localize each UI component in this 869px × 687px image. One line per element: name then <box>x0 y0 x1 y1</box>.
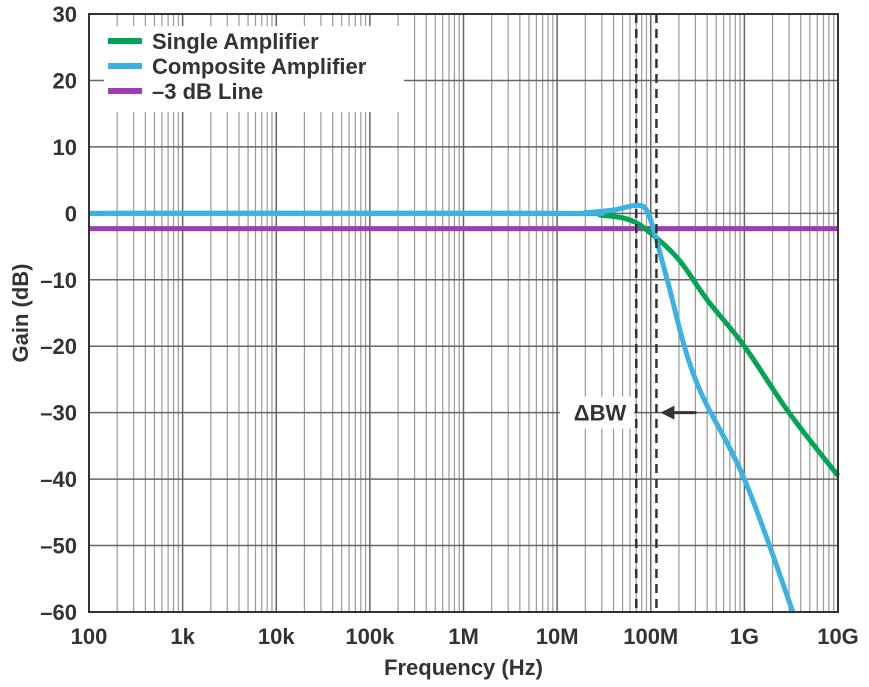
x-tick-label: 1M <box>448 624 479 649</box>
marker-layer <box>634 14 658 612</box>
x-tick-label: 100M <box>623 624 678 649</box>
annotation-background <box>560 396 634 429</box>
legend-label: Single Amplifier <box>152 29 319 54</box>
series-layer <box>88 202 840 613</box>
legend-label: Composite Amplifier <box>152 54 367 79</box>
y-tick-label: 20 <box>53 68 77 93</box>
y-tick-label: 10 <box>53 135 77 160</box>
x-tick-label: 10k <box>258 624 295 649</box>
x-tick-label: 10G <box>817 624 859 649</box>
annotation-layer: ΔBW <box>560 396 697 429</box>
y-tick-label: 0 <box>65 201 77 226</box>
y-tick-label: –10 <box>40 268 77 293</box>
series-line-composite-amplifier <box>88 202 796 613</box>
y-axis-title: Gain (dB) <box>8 264 33 363</box>
x-tick-label: 10M <box>536 624 579 649</box>
x-tick-label: 1k <box>170 624 195 649</box>
x-tick-label: 1G <box>730 624 759 649</box>
y-tick-label: –30 <box>40 401 77 426</box>
legend-label: –3 dB Line <box>152 79 263 104</box>
x-tick-label: 100 <box>71 624 108 649</box>
legend-box <box>104 26 404 112</box>
y-tick-label: 30 <box>53 2 77 27</box>
y-tick-labels: 30 20 10 0 –10 –20 –30 –40 –50 –60 <box>40 2 77 625</box>
y-tick-label: –40 <box>40 467 77 492</box>
y-tick-label: –20 <box>40 334 77 359</box>
x-tick-labels: 100 1k 10k 100k 1M 10M 100M 1G 10G <box>71 624 859 649</box>
y-tick-label: –50 <box>40 534 77 559</box>
minor-gridlines <box>116 14 835 612</box>
annotation-arrow-head <box>660 405 675 420</box>
annotation-label: ΔBW <box>574 401 627 426</box>
plot-frame <box>88 13 839 613</box>
y-tick-label: –60 <box>40 600 77 625</box>
x-tick-label: 100k <box>345 624 395 649</box>
x-axis-title: Frequency (Hz) <box>384 655 543 680</box>
